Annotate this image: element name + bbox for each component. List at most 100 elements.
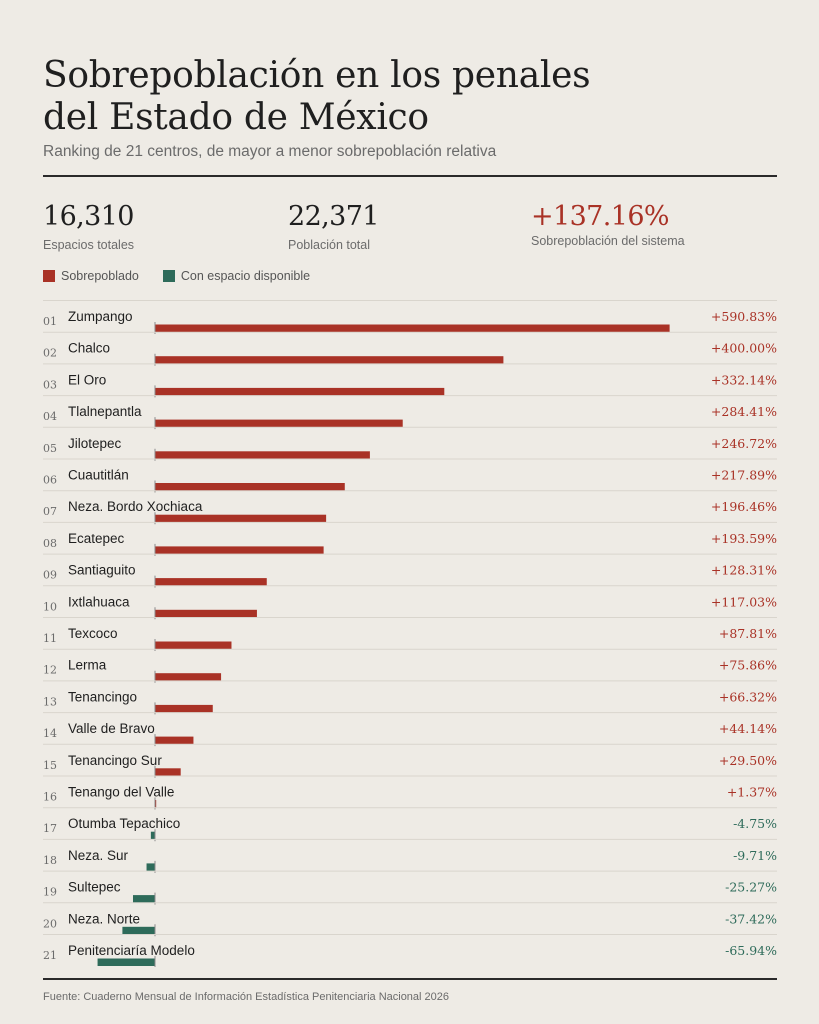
chart-row: 16 Tenango del Valle +1.37% — [43, 785, 777, 810]
chart-row: 18 Neza. Sur -9.71% — [43, 848, 777, 873]
row-name: Jilotepec — [68, 436, 122, 451]
row-value-label: +29.50% — [719, 753, 777, 768]
bar — [155, 324, 670, 332]
top-divider — [43, 175, 777, 177]
bar — [132, 895, 155, 903]
row-rank: 05 — [43, 442, 57, 455]
chart-row: 06 Cuautitlán +217.89% — [43, 468, 777, 493]
chart-row: 08 Ecatepec +193.59% — [43, 531, 777, 556]
stat-total-spaces: 16,310 Espacios totales — [43, 200, 134, 252]
row-value-label: +400.00% — [711, 341, 777, 356]
row-value-label: -65.94% — [725, 943, 777, 958]
row-value-label: -9.71% — [733, 848, 777, 863]
row-rank: 12 — [43, 664, 57, 677]
row-value-label: +284.41% — [711, 404, 777, 419]
chart-row: 17 Otumba Tepachico -4.75% — [43, 816, 777, 842]
bar — [155, 578, 267, 586]
row-name: Sultepec — [68, 880, 121, 895]
bar-chart-svg: 01 Zumpango +590.83% 02 Chalco +400.00% 03 El O… — [43, 300, 777, 967]
bar — [155, 673, 222, 681]
row-rank: 13 — [43, 695, 57, 708]
row-rank: 02 — [43, 347, 57, 360]
legend-swatch — [43, 270, 55, 282]
row-rank: 01 — [43, 315, 57, 328]
row-name: Neza. Sur — [68, 848, 129, 863]
row-name: Neza. Bordo Xochiaca — [68, 499, 203, 514]
page-subtitle: Ranking de 21 centros, de mayor a menor … — [43, 143, 497, 160]
row-rank: 18 — [43, 854, 57, 867]
row-value-label: -25.27% — [725, 880, 777, 895]
row-value-label: +117.03% — [711, 594, 777, 609]
bar — [155, 451, 370, 459]
row-name: Valle de Bravo — [68, 721, 155, 736]
bar — [155, 736, 194, 745]
source-note: Fuente: Cuaderno Mensual de Información … — [43, 991, 450, 1003]
chart-row: 10 Ixtlahuaca +117.03% — [43, 594, 777, 620]
stat-total-population: 22,371 Población total — [288, 200, 379, 252]
bottom-divider — [43, 978, 777, 980]
row-value-label: +246.72% — [711, 436, 777, 451]
row-rank: 09 — [43, 569, 57, 582]
row-name: Tenancingo — [68, 689, 137, 704]
row-rank: 21 — [43, 949, 57, 962]
row-name: Santiaguito — [68, 563, 136, 578]
legend-item-overpopulated: Sobrepoblado — [43, 269, 139, 283]
chart-row: 04 Tlalnepantla +284.41% — [43, 404, 777, 430]
legend-label: Sobrepoblado — [61, 269, 139, 283]
row-name: Tenancingo Sur — [68, 753, 162, 768]
chart-row: 13 Tenancingo +66.32% — [43, 689, 777, 715]
row-value-label: +332.14% — [711, 372, 777, 387]
bar — [155, 609, 257, 618]
row-rank: 11 — [43, 632, 57, 645]
chart-legend: Sobrepoblado Con espacio disponible — [43, 269, 310, 283]
row-value-label: +87.81% — [719, 626, 777, 641]
title-line-2: del Estado de México — [43, 97, 429, 138]
row-value-label: +128.31% — [711, 563, 777, 578]
row-name: Neza. Norte — [68, 911, 140, 926]
chart-row: 09 Santiaguito +128.31% — [43, 563, 777, 588]
row-rank: 16 — [43, 791, 57, 804]
legend-swatch — [162, 270, 175, 282]
title-line-1: Sobrepoblación en los penales — [43, 55, 591, 96]
row-value-label: +217.89% — [711, 468, 777, 483]
stat-value: 16,310 — [43, 201, 134, 232]
bar — [155, 356, 504, 364]
row-rank: 08 — [43, 537, 57, 550]
row-name: El Oro — [68, 372, 106, 387]
bar — [155, 800, 157, 808]
row-name: Ecatepec — [68, 531, 125, 546]
row-value-label: +193.59% — [711, 531, 777, 546]
row-name: Chalco — [68, 341, 110, 356]
bar — [155, 546, 324, 554]
chart-row: 12 Lerma +75.86% — [43, 658, 777, 683]
stat-label: Espacios totales — [43, 238, 135, 252]
legend-label: Con espacio disponible — [180, 269, 311, 283]
row-rank: 04 — [43, 410, 57, 423]
bar — [155, 514, 327, 523]
chart-row: 01 Zumpango +590.83% — [43, 309, 777, 334]
row-value-label: +66.32% — [719, 689, 777, 704]
bar — [155, 704, 213, 713]
row-rank: 06 — [43, 474, 57, 487]
bar — [155, 387, 445, 396]
row-rank: 20 — [43, 917, 57, 930]
bar-chart: 01 Zumpango +590.83% 02 Chalco +400.00% 03 El O… — [43, 300, 777, 967]
row-rank: 14 — [43, 727, 57, 740]
bar — [122, 926, 155, 935]
row-rank: 19 — [43, 886, 57, 899]
bar — [155, 419, 403, 428]
legend-item-available: Con espacio disponible — [162, 269, 311, 283]
stat-label: Sobrepoblación del sistema — [531, 234, 685, 248]
bar — [97, 958, 155, 966]
row-name: Tlalnepantla — [68, 404, 142, 419]
row-value-label: +196.46% — [711, 499, 777, 514]
row-name: Cuautitlán — [68, 468, 129, 483]
chart-row: 19 Sultepec -25.27% — [43, 880, 777, 905]
row-name: Tenango del Valle — [68, 785, 174, 800]
row-value-label: -37.42% — [725, 911, 777, 926]
chart-row: 20 Neza. Norte -37.42% — [43, 911, 777, 937]
stat-value: 22,371 — [288, 201, 379, 232]
row-value-label: +44.14% — [719, 721, 777, 736]
row-value-label: -4.75% — [733, 816, 777, 831]
chart-row: 11 Texcoco +87.81% — [43, 626, 777, 651]
